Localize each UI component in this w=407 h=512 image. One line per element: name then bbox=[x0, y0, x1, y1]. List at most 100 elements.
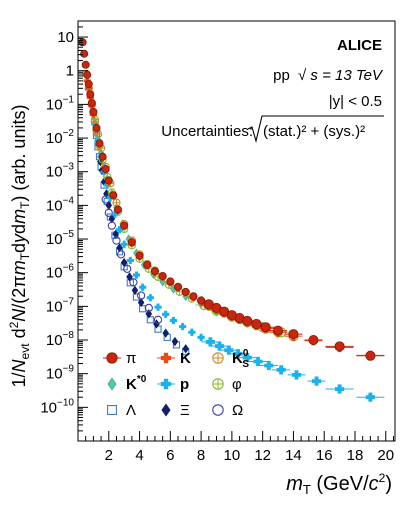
legend-item: φ bbox=[212, 376, 242, 393]
data-point bbox=[95, 139, 104, 148]
data-point bbox=[80, 49, 89, 58]
y-tick-label: 10−3 bbox=[46, 162, 75, 181]
legend-marker bbox=[212, 378, 224, 390]
data-point bbox=[123, 264, 132, 274]
data-point bbox=[169, 316, 178, 325]
data-point bbox=[269, 325, 288, 336]
legend-item: Ω bbox=[212, 402, 243, 419]
x-tick-label: 2 bbox=[105, 447, 113, 464]
data-point bbox=[171, 336, 179, 347]
legend-item: p bbox=[157, 376, 189, 393]
data-point bbox=[139, 283, 147, 291]
y-tick-label: 10−9 bbox=[46, 364, 75, 383]
data-point bbox=[107, 221, 117, 230]
data-point bbox=[210, 341, 229, 351]
data-point bbox=[162, 328, 169, 338]
legend-label: K*0 bbox=[126, 374, 147, 393]
data-point bbox=[129, 278, 138, 287]
legend-marker bbox=[157, 352, 175, 364]
y-tick-label: 10−4 bbox=[46, 195, 75, 214]
data-point bbox=[85, 84, 93, 92]
data-point bbox=[166, 277, 175, 286]
data-point bbox=[325, 341, 354, 352]
legend: π K K0 S K*0 p φ Λ Ξ Ω bbox=[103, 348, 249, 419]
data-point bbox=[256, 322, 275, 333]
legend-item: Ξ bbox=[161, 402, 190, 419]
series-3 bbox=[90, 109, 283, 339]
data-point bbox=[154, 303, 162, 311]
data-point bbox=[127, 238, 136, 247]
system-label: pp √ s = 13 TeV bbox=[273, 67, 384, 84]
data-point bbox=[109, 191, 118, 200]
data-point bbox=[325, 384, 354, 394]
data-point bbox=[104, 208, 113, 217]
data-point bbox=[132, 271, 141, 279]
data-point bbox=[126, 256, 134, 265]
legend-label: p bbox=[180, 376, 189, 393]
data-point bbox=[87, 98, 96, 107]
uncertainties-formula: (stat.)² + (sys.)² bbox=[263, 123, 365, 140]
y-tick-label: 10−6 bbox=[46, 263, 75, 282]
y-tick-label: 10−10 bbox=[40, 397, 74, 416]
x-axis-title: mT (GeV/c2) bbox=[286, 471, 392, 497]
legend-marker bbox=[212, 404, 224, 416]
data-point bbox=[112, 236, 121, 245]
data-point bbox=[158, 271, 167, 280]
data-point bbox=[91, 120, 99, 128]
data-point bbox=[111, 210, 119, 218]
data-point bbox=[201, 337, 220, 347]
legend-label: Λ bbox=[126, 402, 136, 419]
data-point bbox=[197, 296, 206, 305]
rapidity-label: |y| < 0.5 bbox=[329, 93, 382, 110]
y-tick-label: 10 bbox=[57, 29, 74, 46]
legend-label: Ξ bbox=[180, 402, 190, 419]
data-point bbox=[287, 370, 306, 380]
axis-ticks bbox=[78, 20, 394, 442]
data-point bbox=[181, 287, 190, 296]
legend-marker bbox=[107, 377, 117, 391]
axis-tick-labels: 2 4 6 8 10 12 14 16 18 20 10 1 10−1 10−2 10−3 10−4 10−5 1… bbox=[40, 29, 394, 464]
y-tick-label: 10−1 bbox=[46, 94, 75, 113]
legend-label: K0 S bbox=[232, 348, 249, 370]
legend-item: π bbox=[103, 350, 136, 367]
data-point bbox=[143, 260, 152, 269]
legend-marker bbox=[212, 352, 224, 364]
legend-item: K*0 bbox=[107, 374, 147, 393]
data-point bbox=[179, 323, 187, 331]
y-tick-label: 10−5 bbox=[46, 229, 75, 248]
data-point bbox=[182, 344, 189, 354]
data-point bbox=[284, 329, 303, 340]
data-point bbox=[136, 291, 146, 300]
data-point bbox=[146, 316, 154, 324]
data-point bbox=[120, 240, 128, 248]
legend-label: K bbox=[180, 350, 191, 367]
x-tick-label: 16 bbox=[316, 447, 333, 464]
data-point bbox=[112, 198, 121, 207]
data-point bbox=[101, 165, 110, 174]
data-point bbox=[219, 345, 238, 355]
x-tick-label: 6 bbox=[166, 447, 174, 464]
data-point bbox=[81, 60, 90, 69]
y-axis-title: 1/Nevt d2N/(2πmTdydmT) (arb. units) bbox=[7, 105, 32, 388]
legend-item: K bbox=[157, 350, 191, 367]
series-0 bbox=[78, 38, 385, 361]
experiment-label: ALICE bbox=[337, 37, 382, 54]
series-4 bbox=[89, 110, 385, 402]
data-point bbox=[98, 152, 107, 161]
data-point bbox=[137, 297, 145, 308]
legend-label: φ bbox=[232, 376, 242, 393]
data-point bbox=[131, 285, 139, 295]
data-point bbox=[86, 90, 95, 99]
data-point bbox=[174, 282, 183, 291]
x-tick-label: 4 bbox=[135, 447, 143, 464]
legend-marker bbox=[103, 352, 121, 364]
data-point bbox=[116, 250, 126, 259]
data-point bbox=[238, 353, 257, 363]
data-point bbox=[356, 392, 385, 402]
data-point bbox=[144, 303, 153, 313]
x-tick-label: 10 bbox=[224, 447, 241, 464]
data-point bbox=[162, 310, 170, 318]
data-point bbox=[112, 229, 119, 239]
data-point bbox=[197, 333, 205, 341]
